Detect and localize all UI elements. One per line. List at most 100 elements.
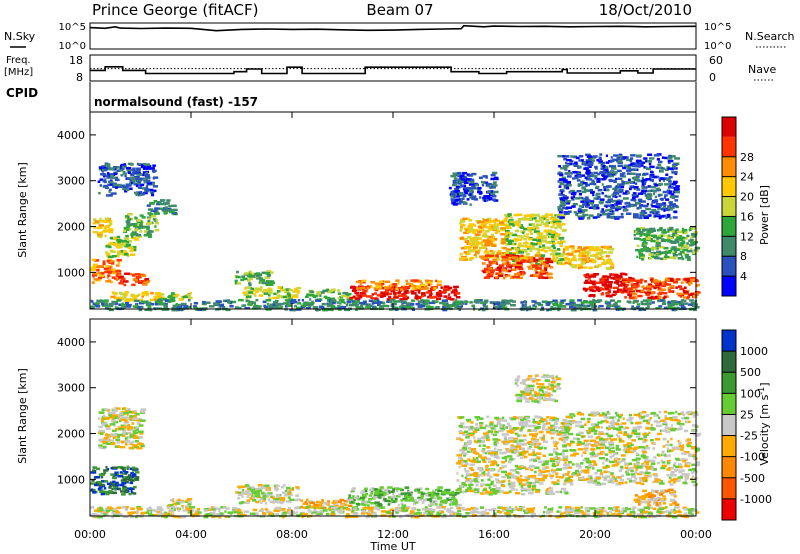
scatter-cell — [548, 260, 553, 263]
scatter-cell — [545, 233, 548, 236]
scatter-cell — [648, 253, 654, 256]
scatter-cell — [275, 296, 280, 299]
scatter-cell — [296, 286, 302, 290]
scatter-cell — [633, 162, 638, 165]
scatter-cell — [445, 490, 450, 493]
scatter-cell — [525, 236, 530, 239]
scatter-cell — [477, 226, 483, 229]
scatter-cell — [105, 251, 109, 254]
scatter-cell — [589, 289, 594, 292]
scatter-cell — [669, 217, 672, 220]
scatter-cell — [135, 471, 140, 474]
scatter-cell — [137, 293, 141, 297]
scatter-cell — [640, 255, 645, 259]
scatter-cell — [148, 213, 152, 216]
scatter-cell — [628, 178, 631, 182]
scatter-cell — [387, 486, 393, 489]
scatter-cell — [641, 189, 647, 193]
scatter-cell — [607, 283, 612, 287]
scatter-cell — [127, 215, 130, 219]
scatter-cell — [680, 306, 686, 309]
scatter-cell — [295, 486, 300, 489]
scatter-cell — [417, 305, 423, 308]
scatter-cell — [685, 237, 688, 240]
scatter-cell — [246, 499, 251, 502]
scatter-cell — [455, 183, 458, 186]
scatter-cell — [435, 503, 438, 506]
scatter-cell — [112, 486, 119, 489]
scatter-cell — [137, 180, 141, 184]
scatter-cell — [102, 445, 107, 449]
scatter-cell — [484, 250, 487, 253]
scatter-cell — [562, 250, 565, 254]
scatter-cell — [472, 304, 475, 308]
scatter-cell — [106, 260, 112, 263]
scatter-cell — [645, 196, 651, 200]
scatter-cell — [656, 285, 660, 289]
scatter-cell — [545, 213, 548, 216]
scatter-cell — [564, 258, 571, 261]
scatter-cell — [442, 305, 448, 309]
scatter-cell — [474, 440, 479, 444]
scatter-cell — [680, 281, 684, 284]
scatter-cell — [594, 273, 598, 276]
scatter-cell — [668, 201, 673, 204]
scatter-cell — [669, 208, 673, 211]
scatter-cell — [474, 187, 480, 190]
scatter-cell — [639, 231, 644, 234]
scatter-cell — [106, 442, 111, 446]
scatter-cell — [682, 230, 686, 234]
scatter-cell — [557, 254, 563, 258]
scatter-cell — [121, 184, 125, 187]
scatter-cell — [382, 301, 386, 305]
scatter-cell — [124, 440, 130, 443]
scatter-cell — [427, 295, 430, 299]
scatter-cell — [430, 493, 436, 497]
scatter-cell — [455, 296, 461, 299]
scatter-cell — [153, 200, 158, 203]
scatter-cell — [457, 174, 460, 177]
scatter-cell — [483, 199, 487, 202]
scatter-cell — [458, 465, 461, 469]
scatter-cell — [650, 254, 654, 258]
scatter-cell — [519, 270, 525, 274]
scatter-cell — [234, 282, 237, 285]
scatter-cell — [658, 179, 661, 182]
scatter-cell — [653, 215, 656, 218]
scatter-cell — [450, 291, 454, 294]
scatter-cell — [266, 274, 271, 277]
scatter-cell — [365, 305, 371, 309]
scatter-cell — [491, 240, 495, 243]
scatter-cell — [602, 283, 608, 287]
scatter-cell — [577, 305, 583, 309]
scatter-cell — [486, 196, 493, 200]
scatter-cell — [369, 488, 374, 491]
colorbar-segment — [722, 216, 736, 237]
scatter-cell — [481, 308, 486, 312]
scatter-cell — [561, 429, 565, 432]
scatter-cell — [505, 236, 509, 239]
scatter-cell — [141, 193, 145, 196]
scatter-cell — [539, 264, 543, 267]
scatter-cell — [680, 300, 683, 303]
scatter-cell — [376, 492, 382, 495]
scatter-cell — [390, 289, 396, 293]
scatter-cell — [597, 299, 603, 302]
scatter-cell — [657, 299, 661, 303]
scatter-cell — [415, 294, 419, 298]
scatter-cell — [290, 293, 293, 297]
scatter-cell — [124, 291, 129, 294]
scatter-cell — [482, 239, 487, 242]
scatter-cell — [441, 490, 445, 494]
scatter-cell — [253, 289, 257, 292]
scatter-cell — [524, 424, 528, 428]
scatter-cell — [608, 262, 613, 265]
scatter-cell — [684, 253, 689, 257]
scatter-cell — [608, 288, 611, 292]
scatter-cell — [355, 280, 361, 284]
scatter-cell — [496, 301, 500, 304]
scatter-cell — [624, 202, 631, 205]
scatter-cell — [247, 303, 253, 306]
scatter-cell — [608, 281, 613, 284]
scatter-cell — [425, 487, 430, 491]
